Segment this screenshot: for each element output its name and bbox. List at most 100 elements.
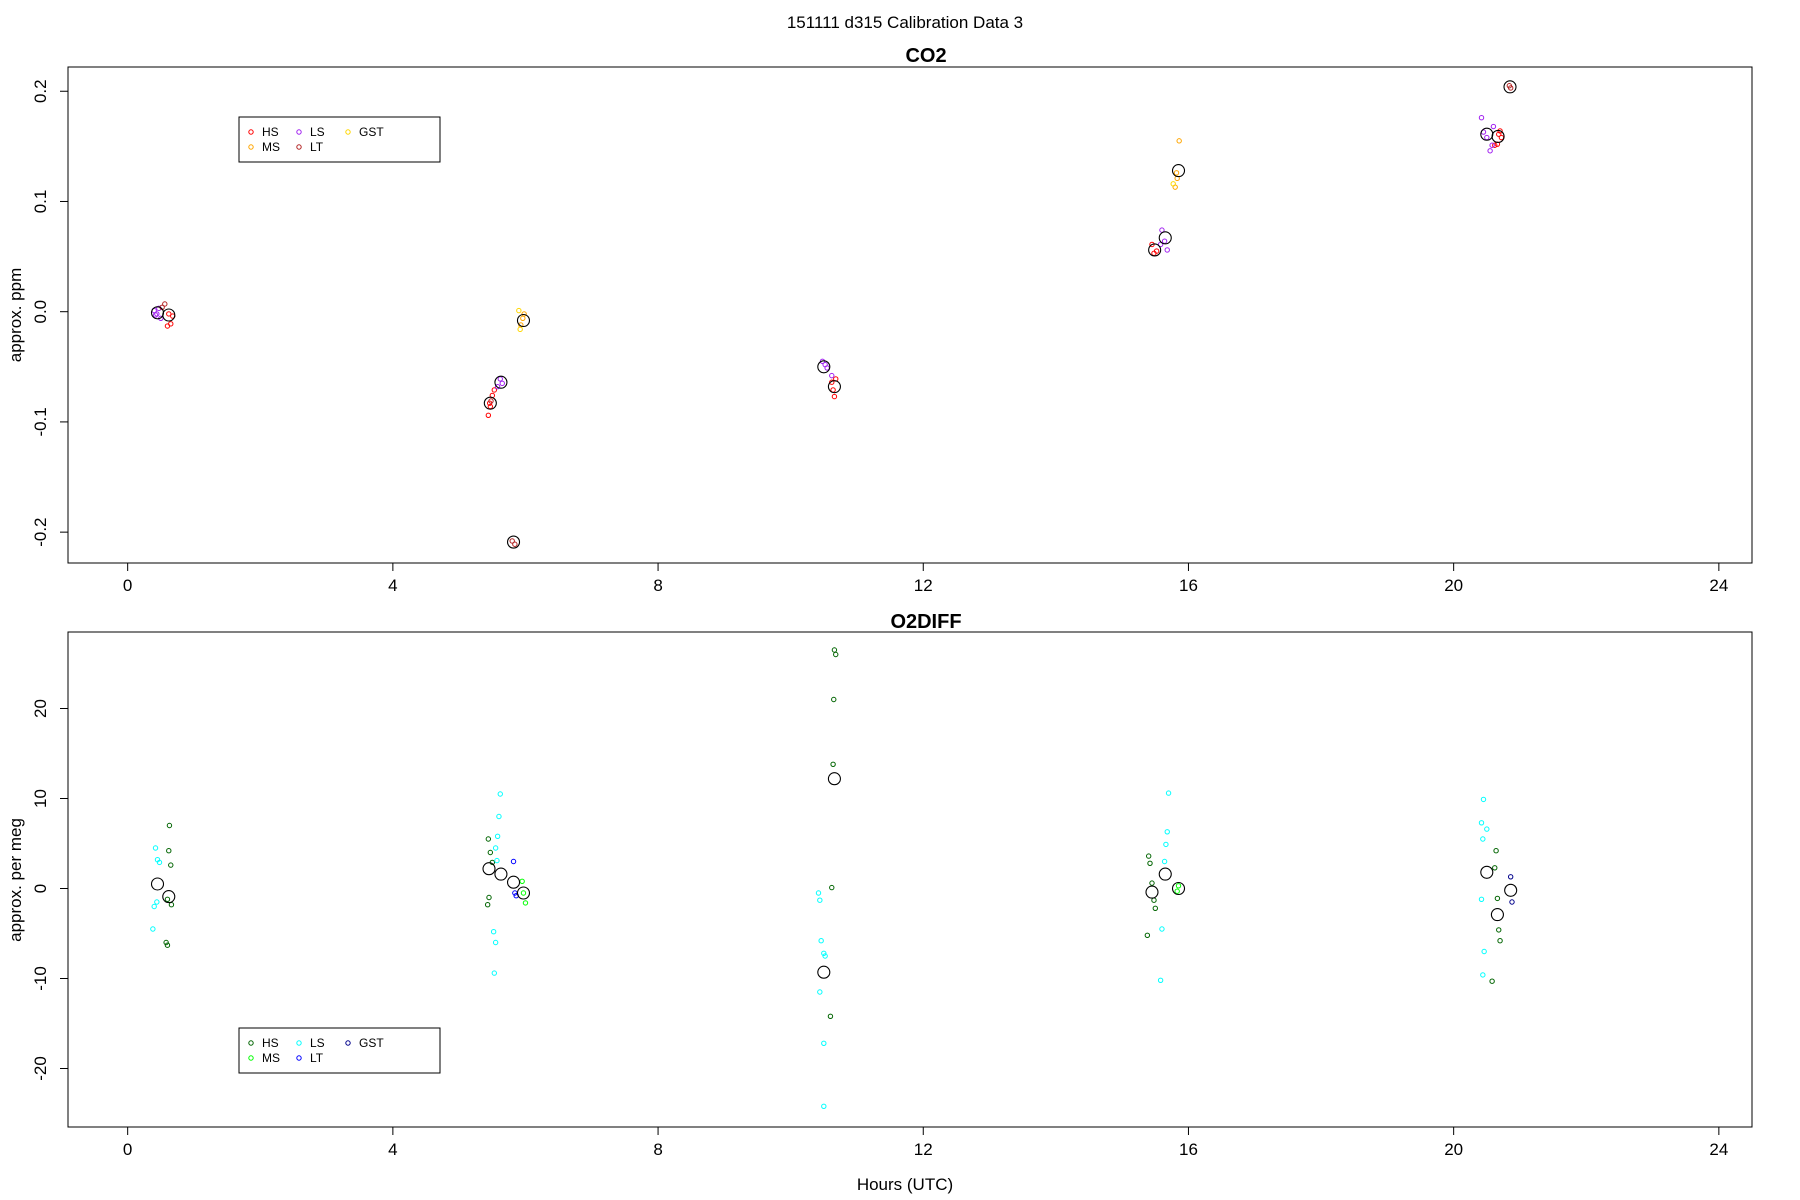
o2diff-point-hs	[486, 894, 492, 901]
o2diff-point-ls	[1163, 841, 1169, 848]
co2-point-lt	[488, 398, 494, 404]
o2diff-point-ls	[1480, 972, 1486, 978]
o2diff-point-hs	[827, 1013, 834, 1019]
o2diff-point-ls	[494, 857, 500, 864]
o2diff-legend-marker-ms	[248, 1055, 254, 1061]
o2diff-xlabel: Hours (UTC)	[857, 1175, 953, 1194]
o2diff-point-ls	[492, 939, 499, 946]
co2-legend-label-hs: HS	[262, 125, 279, 139]
o2diff-point-hs	[1489, 978, 1495, 984]
co2-point-lt	[1507, 85, 1514, 91]
co2-point-hs	[1492, 142, 1498, 148]
co2-legend-label-gst: GST	[359, 125, 384, 139]
o2diff-point-lt	[510, 858, 517, 865]
o2diff-point-mean	[1490, 908, 1504, 922]
o2diff-point-ms	[519, 878, 525, 884]
o2diff-x-tick-label: 12	[914, 1140, 933, 1159]
o2diff-point-hs	[1147, 860, 1153, 866]
co2-point-ls	[499, 380, 505, 387]
o2diff-point-mean	[827, 772, 841, 786]
co2-point-ls	[154, 311, 160, 317]
co2-point-ls	[1487, 148, 1493, 154]
co2-point-lt	[509, 538, 515, 544]
o2diff-point-hs	[487, 849, 494, 856]
o2diff-point-ls	[821, 950, 827, 956]
o2diff-point-ls	[1161, 858, 1168, 865]
o2diff-legend-box	[238, 1027, 441, 1074]
o2diff-point-hs	[1497, 938, 1503, 944]
co2-ylabel: approx. ppm	[6, 268, 25, 363]
o2diff-point-mean	[516, 886, 531, 900]
o2diff-point-ls	[1159, 926, 1165, 932]
o2diff-point-hs	[1144, 932, 1151, 938]
figure-suptitle: 151111 d315 Calibration Data 3	[787, 13, 1023, 32]
o2diff-point-mean	[817, 965, 831, 979]
co2-legend-label-lt: LT	[310, 140, 324, 154]
o2diff-point-ms	[520, 890, 527, 896]
co2-point-mean	[1158, 231, 1172, 245]
o2diff-point-hs	[1493, 848, 1499, 854]
co2-x-tick-label: 20	[1444, 576, 1463, 595]
co2-legend-box	[238, 116, 441, 163]
co2-points	[150, 80, 1517, 549]
co2-point-ls	[1164, 247, 1170, 253]
co2-x-tick-label: 0	[123, 576, 132, 595]
co2-point-ls	[494, 383, 501, 390]
o2diff-x-tick-label: 4	[388, 1140, 397, 1159]
co2-point-lt	[512, 541, 518, 547]
o2diff-point-mean	[494, 867, 508, 881]
o2diff-y-tick-label: -10	[31, 966, 50, 991]
co2-point-gst	[517, 326, 523, 333]
co2-point-hs	[829, 379, 835, 385]
o2diff-point-mean	[1480, 865, 1494, 879]
o2diff-point-ls	[821, 1103, 827, 1110]
o2diff-point-ls	[496, 813, 502, 820]
o2diff-point-ls	[490, 929, 497, 935]
co2-point-ls	[1484, 134, 1490, 141]
co2-legend-marker-gst	[345, 129, 351, 135]
co2-point-hs	[831, 393, 838, 400]
co2-point-mean	[827, 380, 841, 394]
co2-point-mean	[506, 535, 521, 549]
o2diff-point-hs	[1145, 853, 1152, 859]
co2-point-ls	[497, 376, 503, 382]
o2diff-point-ms	[1175, 883, 1182, 889]
co2-point-mean	[1491, 129, 1505, 143]
o2diff-point-ls	[1481, 948, 1487, 955]
o2diff-legend-label-ls: LS	[310, 1036, 325, 1050]
o2diff-legend-marker-ls	[296, 1040, 302, 1046]
o2diff-x-tick-label: 8	[653, 1140, 662, 1159]
co2-point-mean	[483, 396, 497, 410]
o2diff-point-mean	[1171, 881, 1186, 896]
co2-y-tick-label: 0.2	[31, 79, 50, 103]
co2-legend-marker-hs	[248, 129, 254, 135]
o2diff-x-tick-label: 20	[1444, 1140, 1463, 1159]
o2diff-point-hs	[163, 939, 169, 946]
co2-x-tick-label: 12	[914, 576, 933, 595]
o2diff-y-tick-label: -20	[31, 1056, 50, 1081]
co2-x-tick-label: 16	[1179, 576, 1198, 595]
co2-point-hs	[168, 321, 174, 327]
o2diff-y-tick-label: 10	[31, 789, 50, 808]
o2diff-x-tick-label: 0	[123, 1140, 132, 1159]
o2diff-point-hs	[1494, 895, 1501, 902]
co2-title: CO2	[905, 45, 946, 67]
o2diff-point-ls	[152, 845, 159, 851]
o2diff-point-ls	[494, 833, 501, 839]
o2diff-point-mean	[506, 875, 521, 889]
o2diff-point-ls	[1165, 790, 1172, 796]
co2-point-ls	[829, 372, 835, 379]
o2diff-point-hs	[1492, 865, 1498, 871]
o2diff-point-ls	[817, 989, 823, 995]
o2diff-point-ls	[1480, 796, 1487, 803]
o2diff-legend: HS MS LS LT GST	[238, 1027, 441, 1074]
o2diff-y-tick-label: 20	[31, 699, 50, 718]
o2diff-point-hs	[831, 696, 837, 703]
co2-point-ms	[1173, 170, 1180, 176]
co2-point-mean	[1171, 164, 1186, 178]
o2diff-panel: O2DIFF approx. per meg Hours (UTC) 0 4 8 12…	[6, 611, 1753, 1194]
co2-point-ls	[152, 312, 159, 318]
o2diff-point-hs	[164, 942, 171, 948]
o2diff-point-hs	[166, 848, 172, 854]
